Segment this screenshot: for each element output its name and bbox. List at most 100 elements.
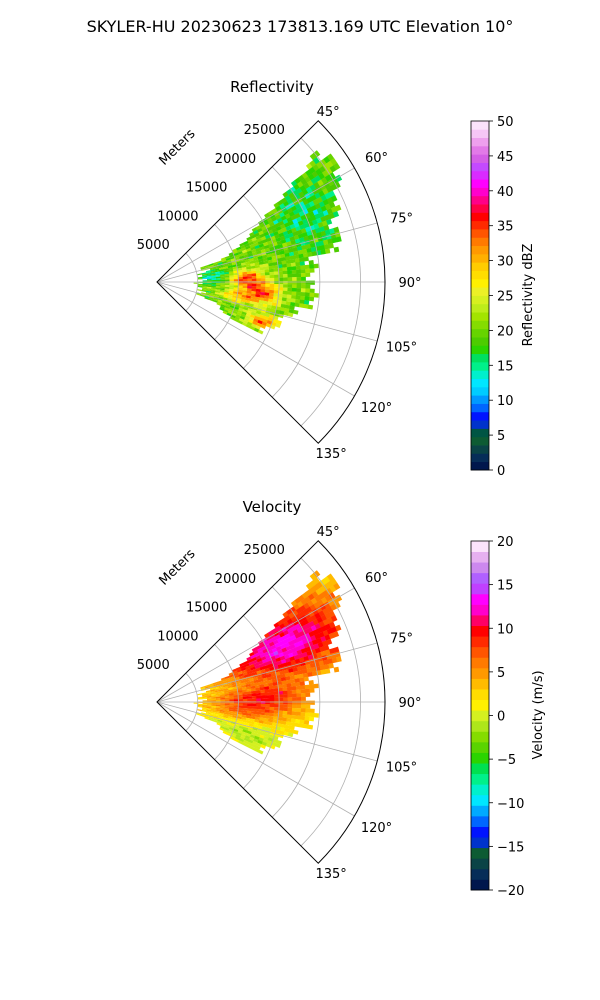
field-cell bbox=[266, 253, 272, 258]
field-cell bbox=[206, 277, 212, 279]
field-cell bbox=[256, 278, 262, 282]
field-cell bbox=[219, 272, 225, 275]
field-cell bbox=[266, 304, 273, 309]
field-cell bbox=[206, 290, 212, 293]
field-cell bbox=[264, 292, 270, 296]
field-cell bbox=[289, 725, 295, 731]
field-cell bbox=[264, 709, 270, 713]
field-cell bbox=[238, 673, 244, 677]
field-cell bbox=[243, 726, 249, 731]
field-cell bbox=[246, 295, 252, 299]
velocity-range-label: Meters bbox=[157, 546, 199, 588]
field-cell bbox=[245, 665, 251, 670]
field-cell bbox=[273, 265, 279, 269]
colorbar-swatch bbox=[471, 604, 489, 616]
field-cell bbox=[250, 666, 256, 671]
field-cell bbox=[294, 258, 301, 263]
field-cell bbox=[215, 271, 221, 274]
field-cell bbox=[245, 681, 251, 685]
colorbar-tick-label: −5 bbox=[497, 753, 516, 768]
field-cell bbox=[309, 159, 317, 168]
colorbar-swatch bbox=[471, 837, 489, 849]
field-cell bbox=[224, 283, 230, 286]
field-cell bbox=[257, 305, 263, 310]
field-cell bbox=[296, 280, 302, 285]
field-cell bbox=[237, 270, 243, 273]
field-cell bbox=[299, 299, 305, 305]
field-cell bbox=[243, 737, 250, 742]
field-cell bbox=[240, 664, 246, 669]
colorbar-swatch bbox=[471, 353, 489, 363]
field-cell bbox=[303, 303, 309, 309]
field-cell bbox=[269, 694, 275, 699]
field-cell bbox=[332, 631, 340, 638]
field-cell bbox=[276, 240, 283, 246]
field-cell bbox=[254, 262, 260, 266]
field-cell bbox=[308, 716, 315, 722]
field-cell bbox=[219, 690, 225, 694]
field-cell bbox=[256, 695, 262, 699]
reflectivity-range-label: Meters bbox=[157, 126, 199, 168]
field-cell bbox=[283, 731, 289, 737]
field-cell bbox=[295, 299, 301, 304]
field-cell bbox=[232, 268, 238, 272]
field-cell bbox=[320, 650, 327, 657]
field-cell bbox=[278, 690, 284, 695]
colorbar-swatch bbox=[471, 179, 489, 188]
field-cell bbox=[313, 643, 320, 650]
field-cell bbox=[225, 723, 231, 728]
field-cell bbox=[300, 292, 306, 297]
field-cell bbox=[255, 270, 261, 274]
field-cell bbox=[282, 690, 288, 695]
field-cell bbox=[244, 315, 251, 320]
field-cell bbox=[224, 286, 230, 290]
field-cell bbox=[212, 681, 219, 685]
field-cell bbox=[241, 264, 247, 268]
field-cell bbox=[255, 225, 262, 231]
field-cell bbox=[214, 686, 220, 690]
field-cell bbox=[201, 288, 207, 291]
field-cell bbox=[228, 308, 234, 313]
field-cell bbox=[238, 283, 244, 286]
field-cell bbox=[223, 293, 229, 297]
azimuth-line bbox=[156, 222, 378, 283]
field-cell bbox=[241, 667, 247, 672]
field-cell bbox=[229, 693, 234, 696]
field-cell bbox=[295, 645, 302, 652]
field-cell bbox=[283, 284, 288, 288]
field-cell bbox=[229, 273, 234, 276]
field-cell bbox=[273, 710, 279, 714]
field-cell bbox=[290, 239, 297, 245]
field-cell bbox=[216, 279, 221, 282]
field-cell bbox=[241, 714, 247, 718]
colorbar-swatch bbox=[471, 826, 489, 838]
field-cell bbox=[220, 694, 226, 697]
field-cell bbox=[210, 712, 216, 716]
field-cell bbox=[328, 212, 335, 220]
field-cell bbox=[279, 623, 286, 629]
field-cell bbox=[333, 601, 341, 609]
field-cell bbox=[290, 721, 296, 727]
field-cell bbox=[283, 249, 290, 254]
field-cell bbox=[251, 309, 258, 314]
field-cell bbox=[206, 705, 212, 708]
field-cell bbox=[275, 306, 281, 311]
field-cell bbox=[260, 236, 267, 241]
field-cell bbox=[300, 704, 306, 709]
colorbar-tick-label: −10 bbox=[497, 797, 524, 812]
sector-outline bbox=[156, 540, 386, 864]
field-cell bbox=[331, 237, 338, 244]
field-cell bbox=[234, 724, 240, 728]
field-cell bbox=[265, 278, 271, 282]
field-cell bbox=[202, 697, 208, 700]
field-cell bbox=[252, 659, 259, 665]
field-cell bbox=[285, 237, 291, 243]
field-cell bbox=[261, 726, 268, 731]
field-cell bbox=[272, 258, 278, 263]
field-cell bbox=[233, 289, 239, 293]
field-cell bbox=[259, 297, 265, 301]
field-cell bbox=[279, 727, 286, 732]
field-cell bbox=[244, 258, 250, 263]
field-cell bbox=[258, 678, 264, 683]
field-cell bbox=[253, 242, 260, 247]
